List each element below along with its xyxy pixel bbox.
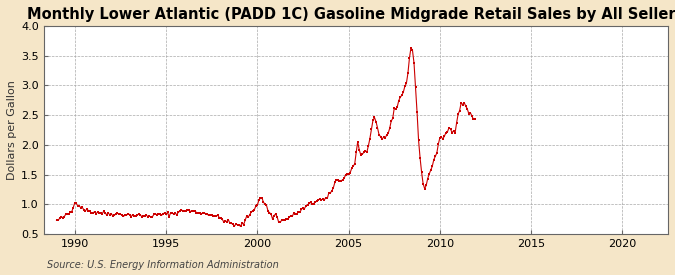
Text: Source: U.S. Energy Information Administration: Source: U.S. Energy Information Administ…: [47, 260, 279, 270]
Title: Monthly Lower Atlantic (PADD 1C) Gasoline Midgrade Retail Sales by All Sellers: Monthly Lower Atlantic (PADD 1C) Gasolin…: [27, 7, 675, 22]
Y-axis label: Dollars per Gallon: Dollars per Gallon: [7, 80, 17, 180]
